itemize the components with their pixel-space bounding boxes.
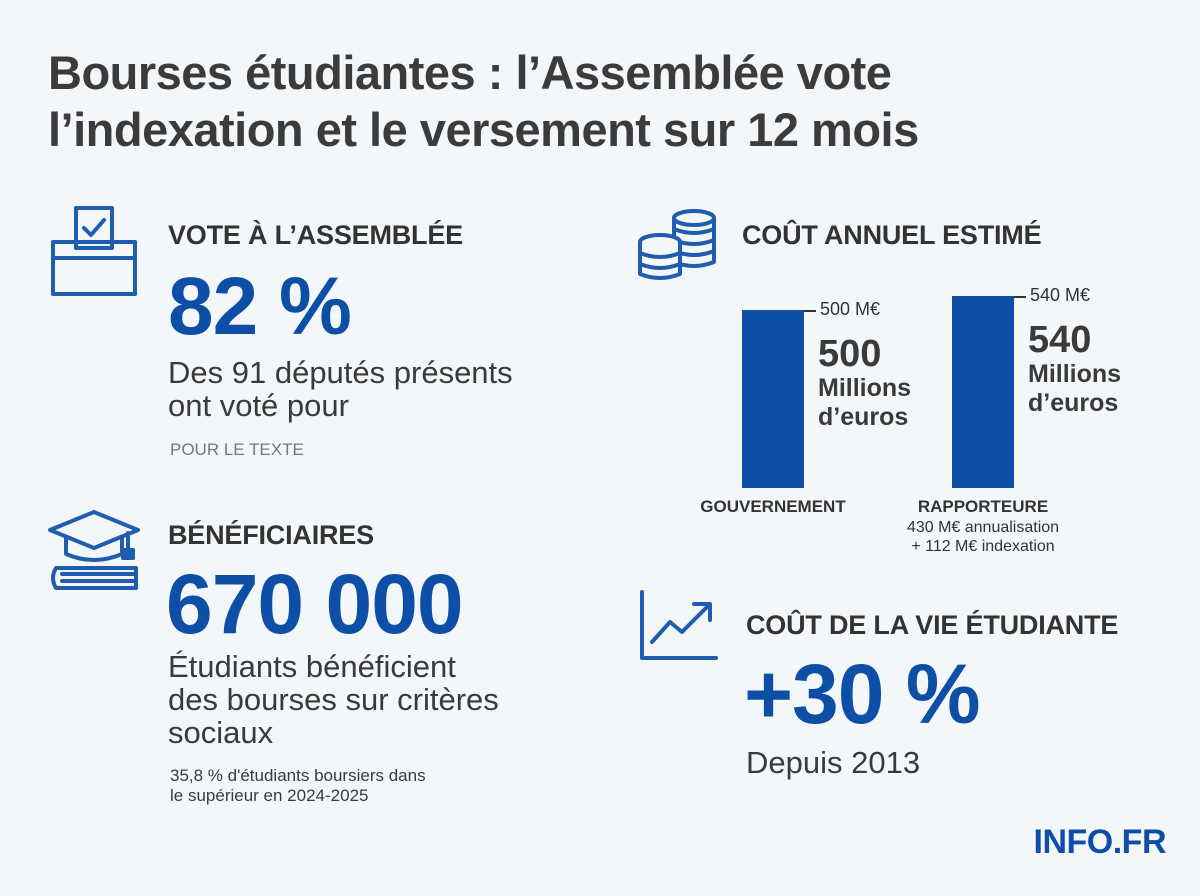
cout-vie-heading: COÛT DE LA VIE ÉTUDIANTE [746,610,1119,640]
chart-data-label-unit-line-2-gouvernement: d’euros [818,403,909,431]
vote-description-line-1: Des 91 députés présents [168,355,513,390]
chart-data-label-number-gouvernement: 500 [818,333,882,375]
cout-vie-description: Depuis 2013 [746,745,921,780]
vote-note: POUR LE TEXTE [170,440,304,459]
chart-category-note-rapporteure: 430 M€ annualisation + 112 M€ indexation [873,518,1093,556]
title-line-1: Bourses étudiantes : l’Assemblée vote [48,46,892,99]
vote-heading: VOTE À L’ASSEMBLÉE [168,220,463,250]
beneficiaires-description: Étudiants bénéficient des bourses sur cr… [168,650,499,749]
coins-stack-icon [636,206,720,282]
chart-data-label-number-rapporteure: 540 [1028,319,1092,361]
beneficiaires-description-line-2: des bourses sur critères [168,682,499,717]
trend-up-chart-icon [638,590,718,662]
ballot-box-icon [50,204,140,298]
chart-data-label-unit-line-1-gouvernement: Millions [818,374,912,402]
chart-value-tick-rapporteure [1014,296,1026,298]
cout-vie-value: +30 % [744,647,981,741]
title-line-2: l’indexation et le versement sur 12 mois [48,103,919,156]
beneficiaires-description-line-3: sociaux [168,715,274,750]
beneficiaires-value: 670 000 [166,557,464,651]
vote-description-line-2: ont voté pour [168,388,349,423]
brand-logo: INFO.FR [1033,823,1167,861]
chart-category-rapporteure: RAPPORTEURE [917,497,1049,516]
page-title: Bourses étudiantes : l’Assemblée vote l’… [48,44,1168,158]
chart-category-note-line-1: 430 M€ annualisation [906,519,1060,536]
chart-data-label-unit-line-2-rapporteure: d’euros [1028,389,1119,417]
chart-bar-rapporteure [952,296,1014,488]
cout-annuel-heading: COÛT ANNUEL ESTIMÉ [742,220,1042,250]
chart-value-label-rapporteure: 540 M€ [1030,285,1091,305]
chart-bar-gouvernement [742,310,804,488]
vote-value: 82 % [168,261,352,352]
beneficiaires-note-line-1: 35,8 % d'étudiants boursiers dans [170,766,426,785]
vote-description: Des 91 députés présents ont voté pour [168,356,513,422]
chart-data-label-rapporteure: 540 Millions d’euros [1028,320,1121,418]
chart-value-tick-gouvernement [804,310,816,312]
graduation-cap-icon [46,508,142,592]
chart-data-label-gouvernement: 500 Millions d’euros [818,334,911,432]
chart-value-label-gouvernement: 500 M€ [820,299,881,319]
beneficiaires-heading: BÉNÉFICIAIRES [168,520,374,550]
beneficiaires-note: 35,8 % d'étudiants boursiers dans le sup… [170,766,426,806]
chart-category-gouvernement: GOUVERNEMENT [700,497,846,516]
beneficiaires-description-line-1: Étudiants bénéficient [168,649,456,684]
chart-data-label-unit-line-1-rapporteure: Millions [1028,360,1122,388]
chart-category-note-line-2: + 112 M€ indexation [911,538,1055,555]
beneficiaires-note-line-2: le supérieur en 2024-2025 [170,786,369,805]
